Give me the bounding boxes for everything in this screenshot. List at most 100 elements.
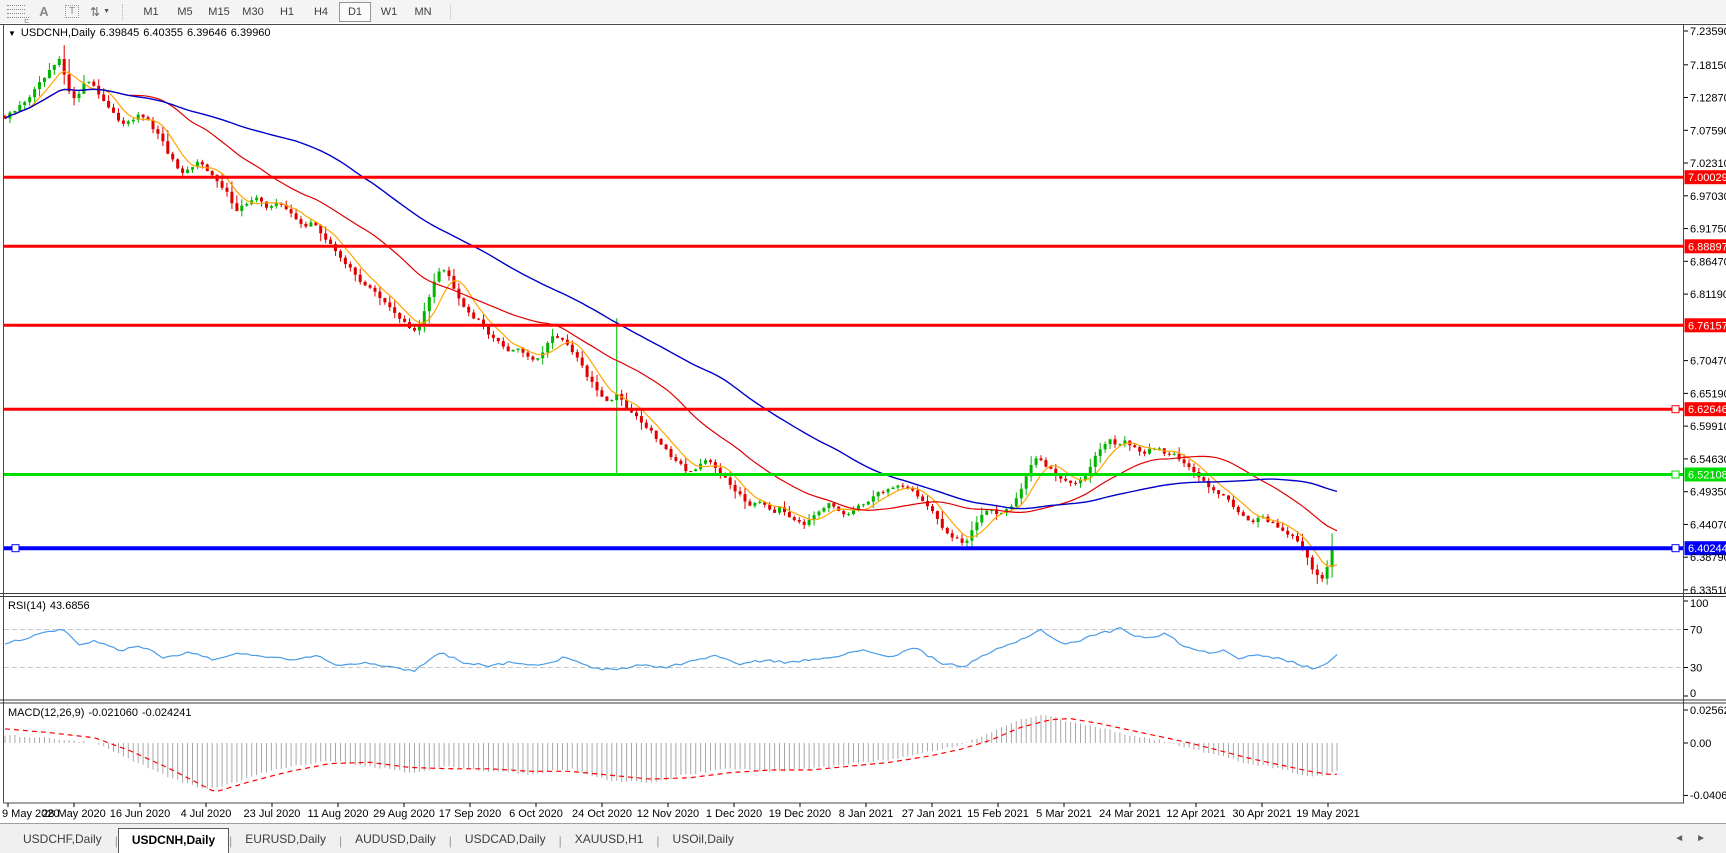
chart-tab-usdcnh[interactable]: USDCNH,Daily xyxy=(117,828,230,853)
text-label-a-glyph: A xyxy=(39,4,49,19)
macd-value-main: -0.021060 xyxy=(88,707,138,719)
svg-text:5 Mar 2021: 5 Mar 2021 xyxy=(1036,808,1092,820)
tab-separator: | xyxy=(229,834,233,848)
horizontal-line-6.52108[interactable]: 6.52108 xyxy=(4,467,1726,482)
chart-canvas[interactable]: 7.00029 6.88897 6.76157 6.62646 6.52108 6.402… xyxy=(0,23,1726,823)
ohlc-low: 6.39646 xyxy=(187,27,227,39)
chart-tab-usdchf[interactable]: USDCHF,Daily xyxy=(23,832,102,846)
text-box-t-glyph: T xyxy=(64,5,80,18)
svg-text:0.00: 0.00 xyxy=(1690,738,1711,750)
chart-title: ▼ USDCNH,Daily 6.39845 6.40355 6.39646 6.3996… xyxy=(8,27,275,39)
svg-text:-0.040687: -0.040687 xyxy=(1690,790,1726,802)
macd-signal-line xyxy=(4,717,1338,792)
svg-text:1 Dec 2020: 1 Dec 2020 xyxy=(706,808,762,820)
svg-text:6.62646: 6.62646 xyxy=(1688,404,1726,416)
timeframe-button-mn[interactable]: MN xyxy=(414,5,432,18)
toolbar-grip xyxy=(122,3,129,20)
timeframe-button-m1[interactable]: M1 xyxy=(143,5,159,18)
tab-separator: | xyxy=(114,834,118,848)
svg-text:6.65190: 6.65190 xyxy=(1690,388,1726,400)
scroll-left-icon[interactable]: ◄ xyxy=(1674,833,1697,844)
toolbar-separator xyxy=(450,3,451,20)
top-toolbar: FA T ⇅▼ M1 M5 M15 M30 H1 H4 D1 W1 MN xyxy=(0,0,1726,27)
svg-text:0: 0 xyxy=(1690,688,1696,700)
rsi-indicator-label: RSI(14) 43.6856 xyxy=(8,600,94,612)
svg-text:27 Jan 2021: 27 Jan 2021 xyxy=(902,808,963,820)
horizontal-line-6.62646[interactable]: 6.62646 xyxy=(4,402,1726,417)
fibonacci-tool-button[interactable]: F xyxy=(4,2,29,27)
svg-text:7.18150: 7.18150 xyxy=(1690,60,1726,72)
text-label-tool-button[interactable]: A xyxy=(32,2,56,21)
ohlc-close: 6.39960 xyxy=(230,27,271,39)
tab-separator: | xyxy=(558,834,562,848)
collapse-triangle-icon[interactable]: ▼ xyxy=(8,29,16,38)
svg-text:19 May 2021: 19 May 2021 xyxy=(1296,808,1360,820)
svg-text:6.76157: 6.76157 xyxy=(1688,320,1726,332)
chart-tabs: USDCHF,Daily | USDCNH,Daily | EURUSD,Daily | A… xyxy=(10,828,747,853)
tab-separator: | xyxy=(656,834,660,848)
ohlc-open: 6.39845 xyxy=(99,27,140,39)
drawing-tools-group: FA T ⇅▼ xyxy=(0,2,114,27)
text-box-tool-button[interactable]: T xyxy=(60,2,84,21)
svg-text:12 Apr 2021: 12 Apr 2021 xyxy=(1166,808,1225,820)
svg-text:12 Nov 2020: 12 Nov 2020 xyxy=(637,808,699,820)
svg-text:6.88897: 6.88897 xyxy=(1688,241,1726,253)
price-axis: 7.23590 7.18150 7.12870 7.07590 7.02310 6.970… xyxy=(1684,26,1726,597)
arrows-tool-button[interactable]: ⇅ ▼ xyxy=(88,2,112,21)
horizontal-line-6.88897[interactable]: 6.88897 xyxy=(4,239,1726,254)
svg-text:6.40244: 6.40244 xyxy=(1688,543,1726,555)
svg-text:6.59910: 6.59910 xyxy=(1690,421,1726,433)
svg-text:6.49350: 6.49350 xyxy=(1690,487,1726,499)
timeframe-button-w1[interactable]: W1 xyxy=(380,5,398,18)
svg-text:7.07590: 7.07590 xyxy=(1690,125,1726,137)
scroll-right-icon[interactable]: ► xyxy=(1696,833,1718,844)
timeframe-button-h4[interactable]: H4 xyxy=(313,5,329,18)
svg-text:6.38790: 6.38790 xyxy=(1690,552,1726,564)
macd-value-signal: -0.024241 xyxy=(141,707,192,719)
chart-tab-usoil[interactable]: USOil,Daily xyxy=(672,832,734,846)
svg-text:7.00029: 7.00029 xyxy=(1688,172,1726,184)
svg-text:30 Apr 2021: 30 Apr 2021 xyxy=(1232,808,1291,820)
macd-name: MACD(12,26,9) xyxy=(8,707,85,719)
svg-text:8 Jan 2021: 8 Jan 2021 xyxy=(839,808,893,820)
tab-separator: | xyxy=(448,834,452,848)
horizontal-line-6.76157[interactable]: 6.76157 xyxy=(4,318,1726,333)
svg-text:6.91750: 6.91750 xyxy=(1690,224,1726,236)
svg-text:16 Jun 2020: 16 Jun 2020 xyxy=(110,808,171,820)
rsi-name: RSI(14) xyxy=(8,600,46,612)
arrows-glyph: ⇅ xyxy=(90,4,101,19)
svg-text:15 Feb 2021: 15 Feb 2021 xyxy=(967,808,1029,820)
timeframe-button-m15[interactable]: M15 xyxy=(208,5,230,18)
horizontal-line-7.00029[interactable]: 7.00029 xyxy=(4,170,1726,185)
timeframe-button-m30[interactable]: M30 xyxy=(242,5,264,18)
chart-symbol-label: USDCNH,Daily xyxy=(20,27,96,39)
chart-tab-audusd[interactable]: AUDUSD,Daily xyxy=(355,832,436,846)
svg-text:28 May 2020: 28 May 2020 xyxy=(42,808,106,820)
svg-text:0.025623: 0.025623 xyxy=(1690,705,1726,717)
svg-text:24 Mar 2021: 24 Mar 2021 xyxy=(1099,808,1161,820)
svg-text:6.54630: 6.54630 xyxy=(1690,454,1726,466)
svg-text:23 Jul 2020: 23 Jul 2020 xyxy=(244,808,301,820)
svg-text:6 Oct 2020: 6 Oct 2020 xyxy=(509,808,563,820)
chart-tab-usdcad[interactable]: USDCAD,Daily xyxy=(464,832,546,846)
dropdown-caret-icon[interactable]: ▼ xyxy=(103,8,110,15)
timeframe-button-m5[interactable]: M5 xyxy=(177,5,193,18)
svg-text:9 May 2020: 9 May 2020 xyxy=(2,808,59,820)
svg-text:6.33510: 6.33510 xyxy=(1690,585,1726,597)
ohlc-high: 6.40355 xyxy=(143,27,184,39)
chart-tab-eurusd[interactable]: EURUSD,Daily xyxy=(245,832,326,846)
chart-window[interactable]: 7.00029 6.88897 6.76157 6.62646 6.52108 6.402… xyxy=(0,23,1726,823)
timeframe-button-d1[interactable]: D1 xyxy=(339,1,371,22)
chart-tab-bar: USDCHF,Daily | USDCNH,Daily | EURUSD,Daily | A… xyxy=(0,823,1726,853)
chart-tab-xauusd[interactable]: XAUUSD,H1 xyxy=(574,832,644,846)
svg-text:17 Sep 2020: 17 Sep 2020 xyxy=(439,808,501,820)
svg-text:6.97030: 6.97030 xyxy=(1690,191,1726,203)
tab-scroll-buttons: ◄► xyxy=(1674,833,1718,844)
svg-text:11 Aug 2020: 11 Aug 2020 xyxy=(308,808,369,820)
horizontal-line-6.40244[interactable]: 6.40244 xyxy=(4,541,1726,556)
svg-text:24 Oct 2020: 24 Oct 2020 xyxy=(572,808,632,820)
svg-text:7.23590: 7.23590 xyxy=(1690,26,1726,38)
svg-text:7.12870: 7.12870 xyxy=(1690,93,1726,105)
timeframe-button-h1[interactable]: H1 xyxy=(279,5,295,18)
